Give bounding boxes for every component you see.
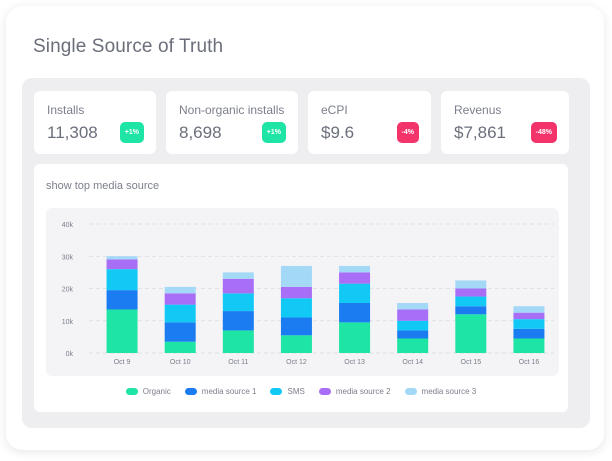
trend-badge: -4% (396, 122, 419, 143)
kpi-label: Revenus (454, 103, 502, 117)
legend-label: media source 1 (201, 387, 257, 396)
x-tick-label: Oct 14 (402, 359, 423, 366)
bar-segment-media-source-2[interactable] (513, 312, 545, 320)
kpi-label: Installs (47, 103, 85, 117)
legend-label: media source 2 (335, 387, 391, 396)
bar-segment-media-source-3[interactable] (280, 265, 312, 287)
kpi-card-non-organic-installs[interactable]: Non-organic installs 8,698 +1% (166, 91, 298, 154)
legend-item[interactable]: Organic (125, 387, 171, 396)
bar-segment-sms[interactable] (280, 298, 312, 318)
bar-segment-sms[interactable] (164, 304, 196, 323)
bar-segment-media-source-2[interactable] (455, 288, 487, 297)
bar-segment-media-source-1[interactable] (280, 317, 312, 336)
kpi-label: eCPI (321, 103, 348, 117)
bar-segment-organic[interactable] (164, 341, 196, 353)
bar-segment-media-source-1[interactable] (222, 311, 254, 331)
bar-segment-sms[interactable] (106, 269, 138, 291)
bar-segment-media-source-2[interactable] (106, 259, 138, 270)
bar-segment-media-source-2[interactable] (339, 272, 371, 284)
y-tick-label: 0k (66, 351, 74, 358)
trend-badge: +1% (119, 122, 144, 143)
chart-card: show top media source 0k 10k 20k 30k 40k Oct … (34, 164, 568, 412)
bar-segment-sms[interactable] (222, 293, 254, 312)
chart-legend: Organic media source 1 SMS media source 2 me… (34, 387, 568, 396)
x-tick-label: Oct 13 (344, 359, 365, 366)
bar-segment-media-source-2[interactable] (397, 309, 429, 321)
x-tick-label: Oct 11 (228, 359, 248, 366)
trend-badge: -48% (530, 122, 557, 143)
bar-segment-organic[interactable] (513, 338, 545, 353)
y-tick-label: 30k (62, 254, 74, 261)
bar-segment-media-source-3[interactable] (339, 265, 371, 273)
bar-segment-media-source-1[interactable] (397, 330, 429, 339)
bar-segment-media-source-1[interactable] (513, 328, 545, 339)
legend-swatch (125, 388, 138, 395)
x-tick-label: Oct 12 (286, 359, 307, 366)
legend-swatch (404, 388, 417, 395)
legend-swatch (270, 388, 283, 395)
bar-segment-media-source-2[interactable] (280, 286, 312, 299)
bar-segment-media-source-3[interactable] (164, 286, 196, 294)
legend-item[interactable]: SMS (270, 387, 305, 396)
legend-label: Organic (142, 387, 171, 396)
kpi-value: 8,698 (179, 123, 222, 142)
y-tick-label: 40k (62, 222, 74, 229)
x-tick-label: Oct 15 (461, 359, 482, 366)
x-tick-label: Oct 10 (170, 359, 191, 366)
bar-segment-organic[interactable] (106, 309, 138, 353)
bar-segment-media-source-2[interactable] (222, 278, 254, 294)
bar-segment-media-source-3[interactable] (455, 280, 487, 289)
kpi-label: Non-organic installs (179, 103, 285, 117)
bar-segment-organic[interactable] (280, 335, 312, 353)
bar-segment-sms[interactable] (513, 319, 545, 329)
bar-segment-media-source-1[interactable] (106, 290, 138, 310)
legend-swatch (184, 388, 197, 395)
bar-segment-media-source-3[interactable] (513, 306, 545, 313)
bar-segment-media-source-1[interactable] (339, 303, 371, 323)
y-tick-label: 10k (62, 319, 74, 326)
trend-badge: +1% (261, 122, 286, 143)
bar-segment-media-source-3[interactable] (397, 303, 429, 310)
chart-title[interactable]: show top media source (46, 180, 160, 192)
x-tick-label: Oct 9 (114, 359, 131, 366)
kpi-value: $7,861 (454, 123, 506, 142)
bar-segment-media-source-2[interactable] (164, 293, 196, 305)
bar-segment-sms[interactable] (397, 320, 429, 331)
kpi-card-ecpi[interactable]: eCPI $9.6 -4% (308, 91, 431, 154)
bar-segment-sms[interactable] (455, 296, 487, 307)
bar-segment-organic[interactable] (397, 338, 429, 353)
kpi-value: 11,308 (47, 123, 98, 142)
legend-label: media source 3 (421, 387, 477, 396)
bar-segment-media-source-3[interactable] (222, 272, 254, 279)
bar-segment-media-source-1[interactable] (455, 306, 487, 315)
bar-segment-organic[interactable] (455, 314, 487, 353)
bar-segment-media-source-3[interactable] (106, 256, 138, 260)
legend-item[interactable]: media source 2 (318, 387, 391, 396)
y-tick-label: 20k (62, 287, 74, 294)
bar-segment-media-source-1[interactable] (164, 322, 196, 342)
page-title: Single Source of Truth (33, 36, 224, 57)
bar-segment-organic[interactable] (222, 330, 254, 353)
kpi-card-installs[interactable]: Installs 11,308 +1% (34, 91, 156, 154)
legend-item[interactable]: media source 1 (184, 387, 257, 396)
legend-item[interactable]: media source 3 (404, 387, 477, 396)
legend-swatch (318, 388, 331, 395)
bar-segment-organic[interactable] (339, 322, 371, 353)
x-tick-label: Oct 16 (519, 359, 540, 366)
stacked-bar-chart: 0k 10k 20k 30k 40k Oct 9 Oct 10 Oct 11 Oct 12 Oct… (62, 222, 554, 366)
bar-segment-sms[interactable] (339, 283, 371, 304)
kpi-value: $9.6 (321, 123, 355, 142)
legend-label: SMS (287, 387, 305, 396)
kpi-card-revenus[interactable]: Revenus $7,861 -48% (441, 91, 569, 154)
